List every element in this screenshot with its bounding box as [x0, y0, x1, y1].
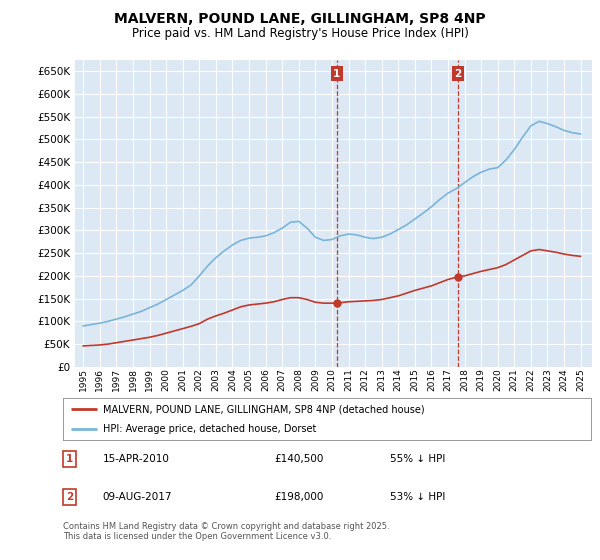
Text: 15-APR-2010: 15-APR-2010 — [103, 454, 169, 464]
Text: HPI: Average price, detached house, Dorset: HPI: Average price, detached house, Dors… — [103, 424, 316, 434]
Text: 09-AUG-2017: 09-AUG-2017 — [103, 492, 172, 502]
Text: MALVERN, POUND LANE, GILLINGHAM, SP8 4NP (detached house): MALVERN, POUND LANE, GILLINGHAM, SP8 4NP… — [103, 404, 424, 414]
Text: Contains HM Land Registry data © Crown copyright and database right 2025.
This d: Contains HM Land Registry data © Crown c… — [63, 522, 389, 542]
Text: 53% ↓ HPI: 53% ↓ HPI — [391, 492, 446, 502]
Text: Price paid vs. HM Land Registry's House Price Index (HPI): Price paid vs. HM Land Registry's House … — [131, 27, 469, 40]
Text: 2: 2 — [66, 492, 73, 502]
Text: MALVERN, POUND LANE, GILLINGHAM, SP8 4NP: MALVERN, POUND LANE, GILLINGHAM, SP8 4NP — [114, 12, 486, 26]
Text: 1: 1 — [66, 454, 73, 464]
Text: 2: 2 — [454, 68, 461, 78]
Text: 1: 1 — [333, 68, 340, 78]
Text: 55% ↓ HPI: 55% ↓ HPI — [391, 454, 446, 464]
Text: £198,000: £198,000 — [274, 492, 323, 502]
Text: £140,500: £140,500 — [274, 454, 323, 464]
